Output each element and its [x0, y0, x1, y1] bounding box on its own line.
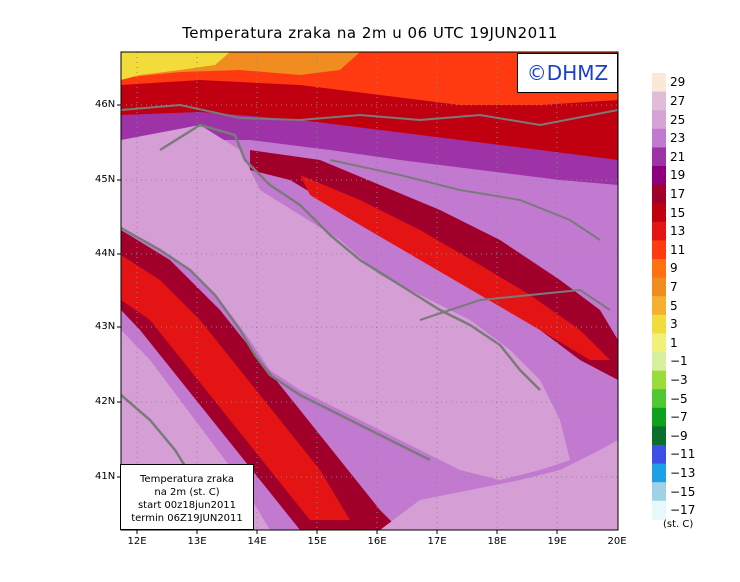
ionian-sea: [380, 440, 618, 530]
map-title: Temperatura zraka na 2m u 06 UTC 19JUN20…: [182, 24, 558, 42]
legend-label: −5: [670, 391, 688, 406]
map-frame: [120, 51, 619, 531]
lon-label: 12E: [127, 536, 147, 547]
legend-label: 3: [670, 317, 678, 332]
lon-label: 20E: [607, 536, 627, 547]
lat-label: 44N: [95, 248, 116, 259]
legend-label: −17: [670, 503, 696, 518]
legend-label: 27: [670, 93, 686, 108]
legend-label: 19: [670, 168, 686, 183]
legend-label: 5: [670, 298, 678, 313]
info-line-3: start 00z18jun2011: [137, 500, 237, 511]
legend-label: 23: [670, 131, 686, 146]
lon-label: 19E: [547, 536, 567, 547]
lat-label: 42N: [95, 396, 116, 407]
info-line-1: Temperatura zraka: [140, 474, 234, 485]
lat-label: 46N: [95, 99, 116, 110]
dinaric-core: [300, 175, 610, 360]
italian-coastline: [121, 226, 431, 462]
info-box: Temperatura zraka na 2m (st. C) start 00…: [120, 464, 254, 530]
legend-label: 11: [670, 242, 686, 257]
adriatic-sea: [121, 125, 570, 480]
lon-label: 15E: [307, 536, 327, 547]
legend-label: 9: [670, 261, 678, 276]
legend-label: −13: [670, 465, 696, 480]
axis-ticks: [117, 104, 558, 534]
legend-label: 7: [670, 279, 678, 294]
croatian-coastline: [159, 123, 541, 391]
legend-label: 17: [670, 186, 686, 201]
legend-label: −7: [670, 410, 688, 425]
legend-label: −11: [670, 447, 696, 462]
legend-unit: (st. C): [663, 519, 694, 530]
northern-border: [121, 103, 618, 127]
lon-label: 17E: [427, 536, 447, 547]
legend-label: −1: [670, 354, 688, 369]
legend-label: −9: [670, 428, 688, 443]
lat-label: 41N: [95, 471, 116, 482]
legend-label: 15: [670, 205, 686, 220]
italy-band: [121, 230, 400, 530]
lon-label: 16E: [367, 536, 387, 547]
legend-label: −3: [670, 372, 688, 387]
italy-core: [121, 255, 350, 520]
lon-label: 14E: [247, 536, 267, 547]
legend-label: 29: [670, 75, 686, 90]
info-line-4: termin 06Z19JUN2011: [131, 513, 243, 524]
inland-border: [419, 288, 611, 321]
lat-label: 43N: [95, 321, 116, 332]
dhmz-logo: ©DHMZ: [517, 53, 618, 93]
legend-label: 21: [670, 149, 686, 164]
lat-label: 45N: [95, 174, 116, 185]
legend-label: 13: [670, 224, 686, 239]
bosnia-border: [329, 159, 601, 241]
lon-label: 13E: [187, 536, 207, 547]
yellow-patch-nw: [121, 52, 230, 80]
info-line-2: na 2m (st. C): [154, 487, 220, 498]
legend-label: 25: [670, 112, 686, 127]
legend-label: −15: [670, 484, 696, 499]
legend-label: 1: [670, 335, 678, 350]
lon-label: 18E: [487, 536, 507, 547]
